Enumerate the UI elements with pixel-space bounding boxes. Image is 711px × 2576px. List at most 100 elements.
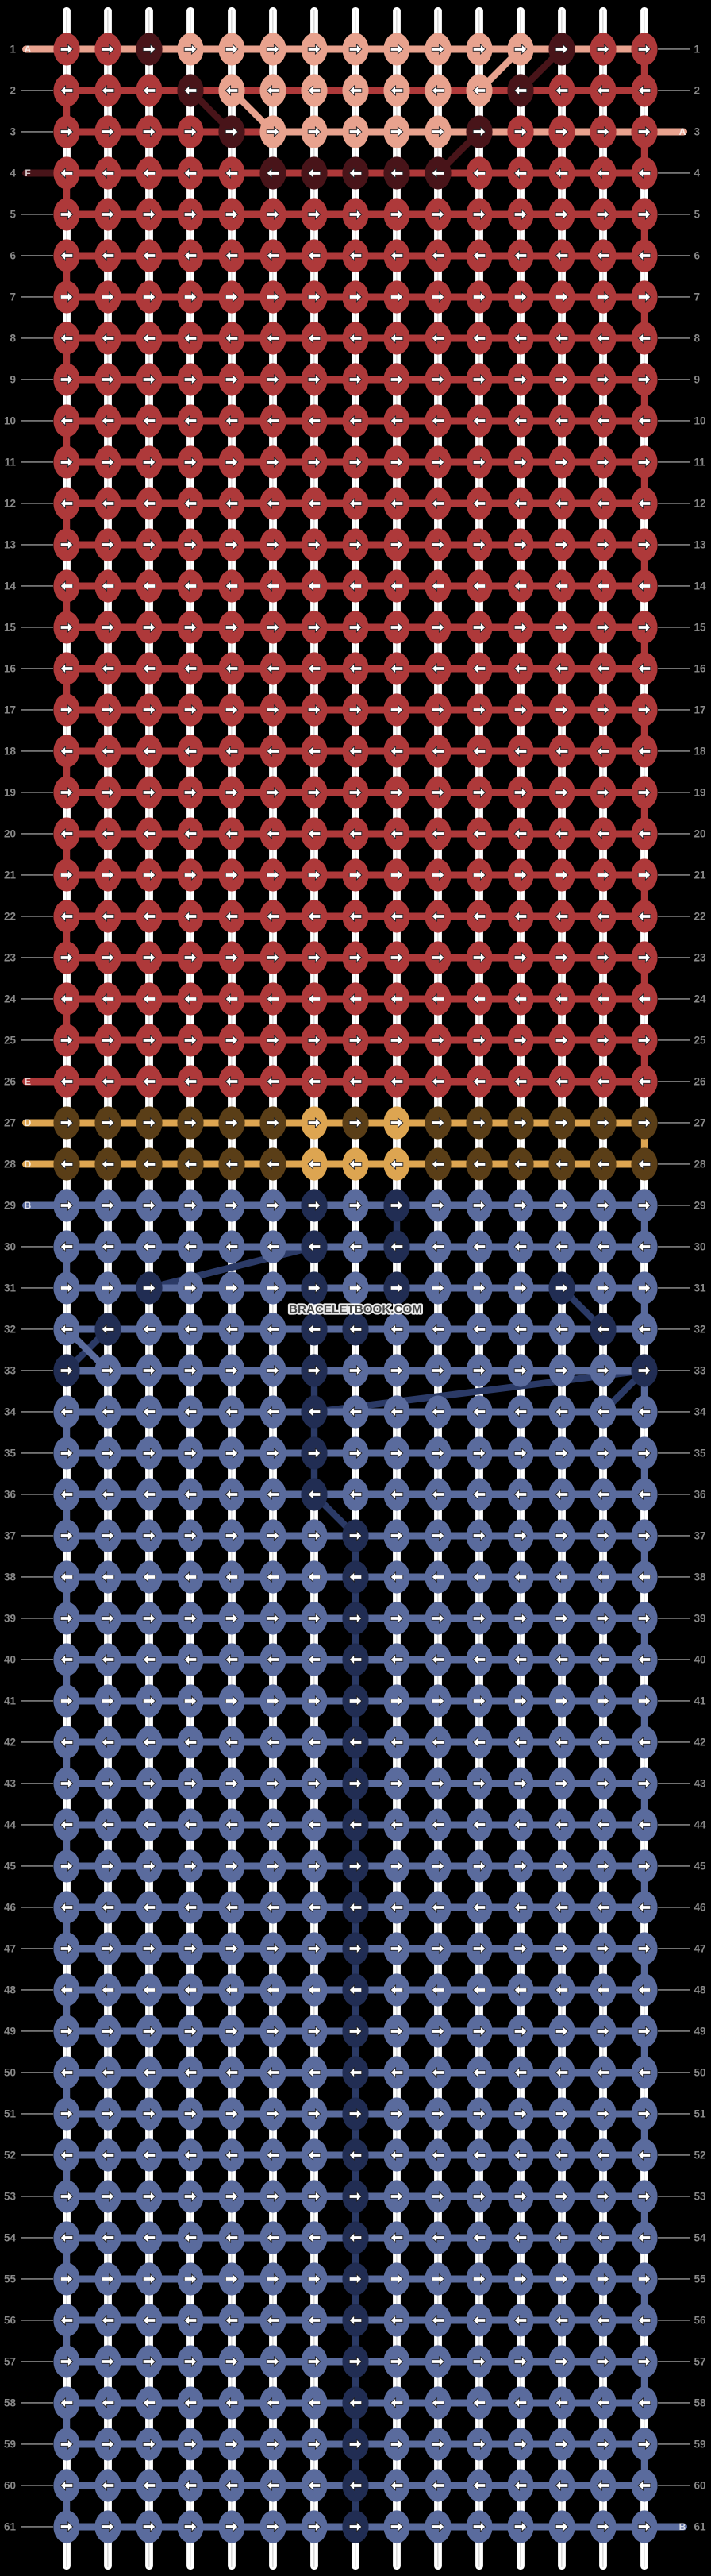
svg-text:32: 32 bbox=[694, 1324, 706, 1336]
svg-text:48: 48 bbox=[4, 1984, 17, 1996]
svg-text:23: 23 bbox=[4, 952, 17, 964]
svg-text:13: 13 bbox=[694, 539, 707, 551]
svg-text:10: 10 bbox=[694, 415, 706, 427]
svg-text:14: 14 bbox=[694, 580, 707, 592]
svg-text:33: 33 bbox=[4, 1365, 17, 1377]
svg-text:56: 56 bbox=[694, 2315, 707, 2327]
svg-text:45: 45 bbox=[4, 1861, 17, 1872]
svg-text:9: 9 bbox=[10, 374, 16, 386]
svg-text:D: D bbox=[25, 1159, 32, 1170]
svg-text:9: 9 bbox=[694, 374, 701, 386]
svg-text:50: 50 bbox=[4, 2067, 16, 2079]
svg-text:35: 35 bbox=[694, 1448, 707, 1460]
svg-text:33: 33 bbox=[694, 1365, 707, 1377]
svg-text:42: 42 bbox=[694, 1737, 706, 1749]
svg-text:50: 50 bbox=[694, 2067, 706, 2079]
svg-text:47: 47 bbox=[4, 1943, 16, 1955]
svg-text:4: 4 bbox=[10, 168, 16, 179]
svg-text:53: 53 bbox=[4, 2191, 17, 2203]
svg-text:11: 11 bbox=[694, 457, 706, 469]
svg-text:36: 36 bbox=[4, 1489, 17, 1501]
svg-text:59: 59 bbox=[4, 2439, 16, 2451]
svg-text:35: 35 bbox=[4, 1448, 17, 1460]
svg-text:38: 38 bbox=[4, 1571, 17, 1583]
svg-text:34: 34 bbox=[694, 1406, 707, 1418]
svg-text:25: 25 bbox=[4, 1035, 17, 1047]
svg-text:61: 61 bbox=[4, 2521, 17, 2533]
svg-text:10: 10 bbox=[4, 415, 16, 427]
svg-text:32: 32 bbox=[4, 1324, 16, 1336]
svg-text:44: 44 bbox=[694, 1819, 707, 1831]
svg-text:29: 29 bbox=[694, 1200, 706, 1212]
svg-text:F: F bbox=[25, 168, 30, 179]
svg-text:40: 40 bbox=[694, 1654, 706, 1666]
svg-text:2: 2 bbox=[10, 85, 16, 97]
svg-text:40: 40 bbox=[4, 1654, 16, 1666]
svg-text:26: 26 bbox=[4, 1076, 17, 1088]
svg-text:27: 27 bbox=[4, 1117, 16, 1129]
svg-text:17: 17 bbox=[694, 704, 706, 716]
svg-text:7: 7 bbox=[10, 291, 16, 303]
svg-text:37: 37 bbox=[694, 1530, 706, 1542]
svg-text:28: 28 bbox=[4, 1159, 17, 1170]
svg-text:37: 37 bbox=[4, 1530, 16, 1542]
svg-text:8: 8 bbox=[10, 333, 16, 345]
svg-text:25: 25 bbox=[694, 1035, 707, 1047]
svg-text:45: 45 bbox=[694, 1861, 707, 1872]
svg-text:53: 53 bbox=[694, 2191, 707, 2203]
svg-text:48: 48 bbox=[694, 1984, 707, 1996]
svg-text:55: 55 bbox=[4, 2273, 17, 2285]
svg-text:34: 34 bbox=[4, 1406, 17, 1418]
svg-text:D: D bbox=[25, 1117, 32, 1128]
svg-text:15: 15 bbox=[4, 622, 17, 634]
svg-text:22: 22 bbox=[4, 911, 16, 923]
svg-text:22: 22 bbox=[694, 911, 706, 923]
svg-text:38: 38 bbox=[694, 1571, 707, 1583]
svg-text:29: 29 bbox=[4, 1200, 16, 1212]
svg-text:17: 17 bbox=[4, 704, 16, 716]
svg-text:41: 41 bbox=[4, 1695, 17, 1707]
svg-text:A: A bbox=[679, 126, 686, 137]
svg-text:13: 13 bbox=[4, 539, 17, 551]
svg-text:57: 57 bbox=[4, 2356, 16, 2368]
svg-text:12: 12 bbox=[694, 498, 706, 510]
svg-text:19: 19 bbox=[694, 787, 706, 799]
svg-text:21: 21 bbox=[694, 870, 707, 881]
svg-text:39: 39 bbox=[694, 1613, 706, 1625]
svg-text:3: 3 bbox=[694, 126, 701, 138]
svg-text:52: 52 bbox=[4, 2150, 16, 2161]
svg-text:61: 61 bbox=[694, 2521, 707, 2533]
svg-text:18: 18 bbox=[4, 746, 17, 758]
svg-text:20: 20 bbox=[694, 828, 706, 840]
svg-text:52: 52 bbox=[694, 2150, 706, 2161]
svg-text:4: 4 bbox=[694, 168, 701, 179]
svg-text:21: 21 bbox=[4, 870, 17, 881]
svg-text:47: 47 bbox=[694, 1943, 706, 1955]
svg-text:60: 60 bbox=[694, 2480, 706, 2492]
svg-text:20: 20 bbox=[4, 828, 16, 840]
svg-text:A: A bbox=[25, 44, 32, 55]
svg-text:27: 27 bbox=[694, 1117, 706, 1129]
svg-text:7: 7 bbox=[694, 291, 701, 303]
svg-text:24: 24 bbox=[4, 993, 17, 1005]
svg-text:12: 12 bbox=[4, 498, 16, 510]
svg-text:B: B bbox=[679, 2521, 686, 2532]
svg-text:56: 56 bbox=[4, 2315, 17, 2327]
svg-text:46: 46 bbox=[4, 1902, 17, 1914]
svg-text:30: 30 bbox=[4, 1241, 16, 1253]
svg-text:51: 51 bbox=[694, 2108, 707, 2120]
svg-text:6: 6 bbox=[10, 250, 16, 262]
svg-text:60: 60 bbox=[4, 2480, 16, 2492]
svg-text:28: 28 bbox=[694, 1159, 707, 1170]
svg-text:B: B bbox=[25, 1200, 32, 1211]
svg-text:6: 6 bbox=[694, 250, 701, 262]
svg-text:30: 30 bbox=[694, 1241, 706, 1253]
svg-text:BRACELETBOOK.COM: BRACELETBOOK.COM bbox=[289, 1303, 422, 1317]
svg-text:16: 16 bbox=[694, 663, 707, 675]
svg-text:44: 44 bbox=[4, 1819, 17, 1831]
svg-text:26: 26 bbox=[694, 1076, 707, 1088]
svg-text:49: 49 bbox=[4, 2026, 16, 2038]
svg-text:11: 11 bbox=[5, 457, 17, 469]
svg-text:16: 16 bbox=[4, 663, 17, 675]
svg-text:42: 42 bbox=[4, 1737, 16, 1749]
